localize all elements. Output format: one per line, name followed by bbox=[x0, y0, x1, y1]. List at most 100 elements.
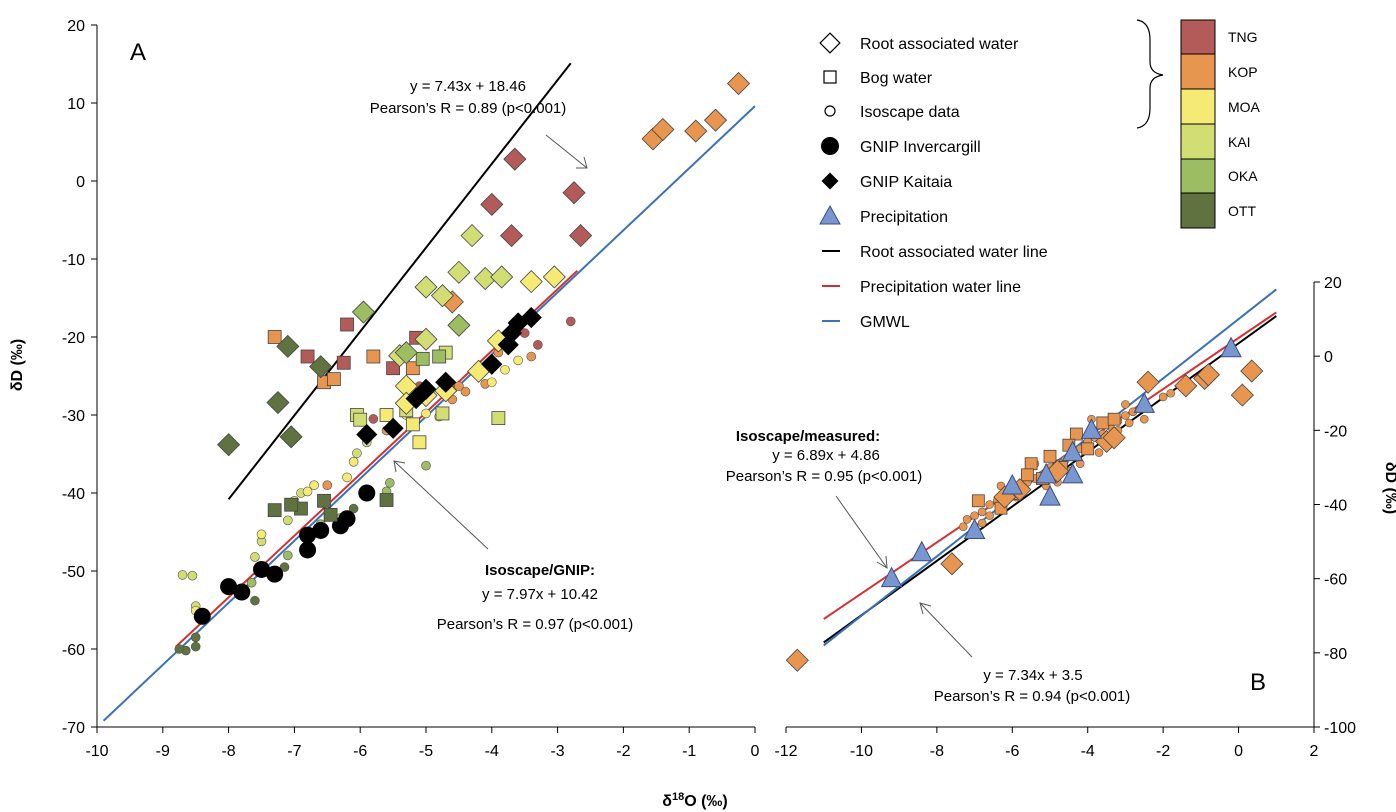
y-tick-label: -20 bbox=[1324, 423, 1347, 440]
data-point-circle bbox=[342, 472, 352, 483]
data-point-diamond bbox=[279, 425, 303, 449]
swatch-ott bbox=[1180, 192, 1216, 229]
panel-a: -10 -9 -8 -7 -6 -5 -4 -3 -2 -1 0-70-60-50-40-30-20… bbox=[62, 18, 760, 760]
y-tick-label: 0 bbox=[76, 174, 85, 191]
x-tick-label: 0 bbox=[751, 743, 760, 760]
data-point-square bbox=[267, 330, 282, 344]
y-tick-label: -100 bbox=[1324, 720, 1356, 737]
panel-b-root-equation: y = 7.34x + 3.5 bbox=[983, 667, 1082, 684]
swatch-moa bbox=[1180, 88, 1216, 125]
data-point-circle bbox=[1166, 388, 1175, 398]
legend-circle-open-icon bbox=[824, 105, 836, 117]
data-point-square bbox=[267, 503, 282, 518]
panel-b-isoscape-annotation: Isoscape/measured: y = 6.89x + 4.86 Pear… bbox=[726, 428, 923, 569]
data-point-diamond bbox=[447, 313, 471, 337]
swatch-label: MOA bbox=[1228, 99, 1261, 115]
swatch-kai bbox=[1180, 123, 1216, 160]
data-point-square bbox=[491, 411, 506, 426]
y-tick-label: -60 bbox=[62, 642, 85, 659]
data-point-square bbox=[1081, 442, 1095, 456]
legend-square-open-icon bbox=[823, 70, 837, 84]
data-point-diamond bbox=[266, 390, 290, 415]
data-point-circle bbox=[283, 550, 293, 561]
data-point-diamond bbox=[703, 108, 728, 132]
panel-b-isoscape-pearson: Pearson’s R = 0.95 (p<0.001) bbox=[726, 468, 923, 485]
data-point-circle bbox=[190, 632, 201, 643]
data-point-triangle bbox=[880, 566, 903, 588]
x-tick-label: -4 bbox=[1081, 743, 1095, 760]
legend-label: Isoscape data bbox=[860, 104, 960, 121]
data-point-square bbox=[340, 317, 354, 332]
data-point-gnip-circle bbox=[338, 510, 356, 528]
data-point-square bbox=[435, 406, 450, 421]
data-point-circle bbox=[958, 522, 968, 532]
data-point-diamond bbox=[394, 341, 418, 365]
panel-a-isoscape-pearson: Pearson’s R = 0.97 (p<0.001) bbox=[437, 616, 634, 633]
data-point-circle bbox=[486, 377, 497, 388]
y-tick-label: 0 bbox=[1324, 349, 1333, 366]
y-axis-title-left: δD (‰) bbox=[9, 339, 26, 391]
data-point-circle bbox=[368, 414, 379, 424]
data-point-square bbox=[415, 351, 430, 366]
panel-a-points bbox=[174, 71, 751, 656]
legend-item-bog-water: Bog water bbox=[823, 70, 933, 87]
legend-diamond-open-icon bbox=[819, 32, 841, 54]
data-point-triangle bbox=[910, 540, 933, 562]
legend-item-precipitation: Precipitation bbox=[819, 204, 948, 226]
data-point-circle bbox=[977, 518, 987, 528]
data-point-diamond bbox=[940, 552, 964, 576]
data-point-diamond bbox=[356, 423, 378, 446]
panel-a-root-arrowhead bbox=[576, 156, 588, 169]
data-point-triangle bbox=[1061, 462, 1084, 484]
data-point-diamond bbox=[499, 224, 524, 248]
data-point-square bbox=[317, 493, 331, 508]
data-point-circle bbox=[526, 351, 537, 362]
panel-a-isoscape-arrowhead bbox=[393, 460, 406, 473]
legend-label: Bog water bbox=[860, 70, 933, 87]
data-point-gnip-circle bbox=[220, 578, 238, 596]
panel-b-root-arrowhead bbox=[919, 602, 932, 615]
data-point-triangle bbox=[1133, 392, 1156, 413]
data-point-triangle bbox=[1035, 462, 1058, 484]
data-point-diamond bbox=[460, 224, 484, 248]
x-tick-label: -8 bbox=[221, 743, 235, 760]
data-point-circle bbox=[985, 511, 994, 520]
data-point-circle bbox=[1139, 414, 1149, 424]
swatch-label: KAI bbox=[1228, 134, 1251, 150]
data-point-circle bbox=[187, 570, 198, 581]
panel-a-root-pearson: Pearson’s R = 0.89 (p<0.001) bbox=[370, 100, 567, 117]
data-point-triangle bbox=[1039, 485, 1061, 506]
data-point-square bbox=[323, 507, 338, 522]
data-point-diamond bbox=[414, 275, 438, 299]
data-point-square bbox=[1043, 449, 1057, 463]
data-point-circle bbox=[1094, 448, 1104, 457]
data-point-circle bbox=[250, 595, 260, 606]
data-point-triangle bbox=[1220, 336, 1242, 358]
legend-item-isoscape: Isoscape data bbox=[824, 104, 960, 121]
legend-item-root-water: Root associated water bbox=[819, 32, 1019, 54]
data-point-diamond bbox=[1136, 370, 1160, 394]
data-point-diamond bbox=[503, 147, 527, 171]
data-point-square bbox=[1024, 457, 1038, 471]
data-point-circle bbox=[565, 316, 576, 327]
x-tick-label: -12 bbox=[774, 743, 797, 760]
panel-a-axes: -10 -9 -8 -7 -6 -5 -4 -3 -2 -1 0-70-60-50-40-30-20… bbox=[62, 18, 760, 760]
data-point-circle bbox=[454, 381, 464, 391]
legend-brace bbox=[1136, 19, 1164, 129]
x-tick-label: -6 bbox=[353, 743, 367, 760]
y-tick-label: -40 bbox=[1324, 498, 1347, 515]
data-point-diamond bbox=[1240, 359, 1264, 383]
swatch-label: TNG bbox=[1228, 29, 1258, 45]
legend-label: Root associated water line bbox=[860, 244, 1048, 261]
data-point-circle bbox=[283, 515, 293, 526]
x-tick-label: -8 bbox=[930, 743, 944, 760]
panel-b-label: B bbox=[1250, 669, 1266, 696]
data-point-circle bbox=[352, 448, 362, 459]
swatch-kop bbox=[1180, 53, 1216, 90]
data-point-circle bbox=[302, 486, 313, 497]
data-point-diamond bbox=[651, 117, 675, 142]
legend-label: GMWL bbox=[860, 314, 910, 331]
data-point-square bbox=[366, 349, 381, 364]
